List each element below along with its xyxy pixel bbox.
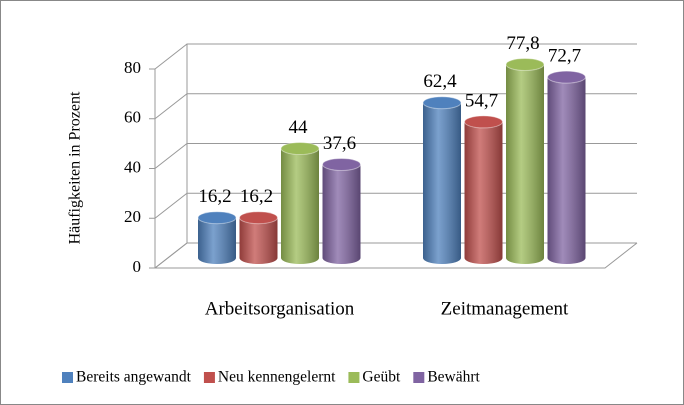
- bar-top: [239, 211, 278, 225]
- bar-top: [464, 115, 503, 129]
- y-tick-label: 60: [124, 108, 141, 127]
- bar-top: [547, 70, 586, 84]
- grid-line: [154, 93, 637, 120]
- bar-shade: [464, 121, 503, 264]
- data-label: 37,6: [323, 133, 356, 154]
- data-label: 72,7: [548, 46, 581, 67]
- y-tick-label: 40: [124, 157, 141, 176]
- bar-top: [505, 57, 545, 71]
- y-tick-label: 20: [124, 207, 141, 226]
- legend-swatch: [62, 372, 73, 383]
- data-label: 62,4: [423, 71, 457, 92]
- legend-label: Geübt: [362, 369, 401, 386]
- data-label: 77,8: [506, 33, 539, 54]
- bar-shade: [322, 164, 361, 264]
- x-tick-label: Zeitmanagement: [441, 298, 569, 319]
- data-label: 16,2: [240, 186, 273, 207]
- y-tick-label: 0: [133, 257, 142, 276]
- y-axis-label: Häufigkeiten in Prozent: [67, 91, 84, 244]
- data-label: 16,2: [198, 186, 231, 207]
- bar-top: [322, 157, 361, 171]
- grid-line: [154, 43, 637, 70]
- x-tick-label: Arbeitsorganisation: [205, 298, 355, 319]
- legend-swatch: [203, 372, 215, 383]
- floor: [155, 242, 638, 269]
- bar-shade: [423, 102, 461, 264]
- legend-label: Neu kennengelernt: [218, 369, 336, 386]
- legend-swatch: [413, 372, 425, 383]
- bar-shade: [281, 148, 319, 264]
- bar-shade: [198, 217, 236, 264]
- bar-top: [197, 211, 237, 225]
- data-label: 44: [289, 117, 309, 138]
- bar-shade: [239, 217, 278, 264]
- y-tick-label: 80: [124, 58, 141, 77]
- bar-shade: [547, 77, 586, 264]
- legend-label: Bewährt: [427, 369, 480, 386]
- legend-swatch: [348, 372, 360, 383]
- bar-top: [280, 142, 320, 156]
- legend-label: Bereits angewandt: [76, 369, 192, 386]
- bar-top: [422, 96, 462, 110]
- data-label: 54,7: [465, 90, 498, 111]
- bar-shade: [506, 64, 544, 264]
